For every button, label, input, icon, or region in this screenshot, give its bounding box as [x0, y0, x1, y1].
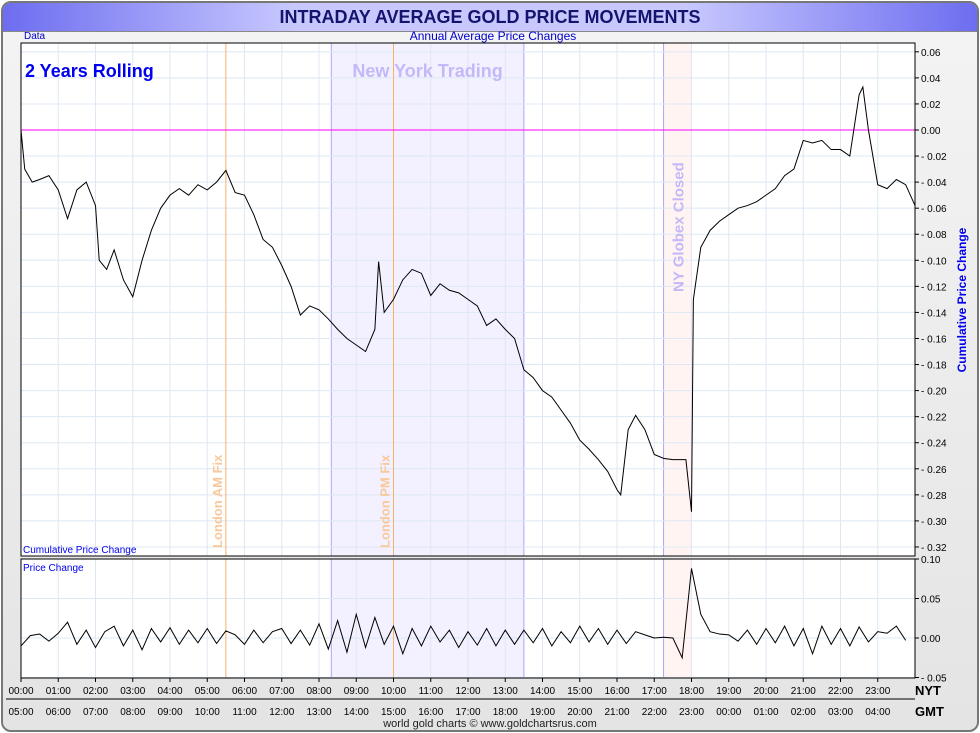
x-tick-label-gmt: 01:00: [753, 707, 778, 718]
x-tick-label-nyt: 07:00: [269, 686, 294, 697]
x-tick-label-nyt: 03:00: [120, 686, 145, 697]
y-tick-label: 0.10: [921, 555, 941, 566]
price-change-panel-label: Price Change: [23, 563, 84, 574]
x-tick-label-gmt: 11:00: [232, 707, 257, 718]
x-tick-label-nyt: 05:00: [195, 686, 220, 697]
y-tick-label: - 0.05: [921, 674, 947, 685]
x-tick-label-gmt: 15:00: [381, 707, 406, 718]
x-tick-label-gmt: 06:00: [46, 707, 71, 718]
x-tick-label-gmt: 21:00: [604, 707, 629, 718]
nyt-label: NYT: [915, 683, 941, 698]
y-tick-label: - 0.08: [921, 230, 947, 241]
cumulative-panel-border: [20, 42, 916, 557]
y-tick-label: 0.04: [921, 74, 941, 85]
y-tick-label: - 0.32: [921, 543, 947, 554]
y-tick-label: - 0.12: [921, 282, 947, 293]
x-tick-label-nyt: 14:00: [530, 686, 555, 697]
chart-subtitle: Annual Average Price Changes: [410, 29, 577, 43]
y-tick-label: - 0.14: [921, 308, 947, 319]
x-tick-label-nyt: 10:00: [381, 686, 406, 697]
y-tick-label: - 0.26: [921, 465, 947, 476]
x-tick-label-nyt: 02:00: [83, 686, 108, 697]
ny-trading-label: New York Trading: [352, 61, 502, 81]
y-tick-label: 0.00: [921, 126, 941, 137]
x-tick-label-nyt: 15:00: [567, 686, 592, 697]
y-axis-title: Cumulative Price Change: [955, 227, 969, 372]
x-tick-label-gmt: 13:00: [306, 707, 331, 718]
y-tick-label: - 0.28: [921, 491, 947, 502]
data-label: Data: [24, 31, 46, 42]
cumulative-panel-label: Cumulative Price Change: [23, 545, 137, 556]
x-tick-label-nyt: 04:00: [157, 686, 182, 697]
x-tick-label-nyt: 22:00: [828, 686, 853, 697]
x-tick-label-nyt: 01:00: [46, 686, 71, 697]
x-tick-label-nyt: 09:00: [344, 686, 369, 697]
x-tick-label-gmt: 07:00: [83, 707, 108, 718]
y-tick-label: - 0.18: [921, 361, 947, 372]
y-tick-label: - 0.04: [921, 178, 947, 189]
x-tick-label-gmt: 18:00: [493, 707, 518, 718]
x-tick-label-gmt: 22:00: [642, 707, 667, 718]
x-tick-label-nyt: 12:00: [455, 686, 480, 697]
price-change-line: [20, 568, 907, 660]
x-tick-label-gmt: 10:00: [195, 707, 220, 718]
x-tick-label-gmt: 03:00: [828, 707, 853, 718]
y-tick-label: - 0.02: [921, 152, 947, 163]
x-tick-label-gmt: 16:00: [418, 707, 443, 718]
y-tick-label: 0.00: [921, 634, 941, 645]
y-tick-label: - 0.22: [921, 413, 947, 424]
y-tick-label: - 0.06: [921, 204, 947, 215]
cumulative-price-line: [20, 85, 916, 512]
y-tick-label: 0.05: [921, 595, 941, 606]
y-tick-label: - 0.20: [921, 387, 947, 398]
x-tick-label-gmt: 17:00: [455, 707, 480, 718]
band-0: [331, 43, 524, 556]
x-tick-label-gmt: 04:00: [865, 707, 890, 718]
band-1: [663, 43, 692, 556]
x-tick-label-gmt: 23:00: [679, 707, 704, 718]
x-tick-label-gmt: 00:00: [716, 707, 741, 718]
y-tick-label: - 0.16: [921, 334, 947, 345]
x-tick-label-nyt: 06:00: [232, 686, 257, 697]
x-tick-label-gmt: 19:00: [530, 707, 555, 718]
x-tick-label-nyt: 13:00: [493, 686, 518, 697]
x-tick-label-gmt: 09:00: [157, 707, 182, 718]
x-tick-label-nyt: 23:00: [865, 686, 890, 697]
band-1: [663, 559, 692, 678]
fix-label: London PM Fix: [378, 454, 393, 548]
x-tick-label-nyt: 16:00: [604, 686, 629, 697]
y-tick-label: - 0.30: [921, 517, 947, 528]
band-0: [331, 559, 524, 678]
x-tick-label-nyt: 08:00: [306, 686, 331, 697]
x-tick-label-nyt: 11:00: [419, 686, 444, 697]
gmt-label: GMT: [915, 704, 944, 719]
x-tick-label-nyt: 17:00: [642, 686, 667, 697]
x-tick-label-nyt: 00:00: [8, 686, 33, 697]
x-tick-label-nyt: 20:00: [753, 686, 778, 697]
x-tick-label-gmt: 05:00: [8, 707, 33, 718]
x-tick-label-nyt: 21:00: [791, 686, 816, 697]
x-tick-label-gmt: 12:00: [269, 707, 294, 718]
x-tick-label-gmt: 08:00: [120, 707, 145, 718]
y-tick-label: 0.06: [921, 48, 941, 59]
x-tick-label-nyt: 19:00: [716, 686, 741, 697]
globex-closed-label: NY Globex Closed: [671, 162, 688, 292]
y-tick-label: 0.02: [921, 100, 941, 111]
x-tick-label-gmt: 14:00: [344, 707, 369, 718]
rolling-period-label: 2 Years Rolling: [25, 61, 154, 81]
y-tick-label: - 0.10: [921, 256, 947, 267]
fix-label: London AM Fix: [210, 454, 225, 548]
y-tick-label: - 0.24: [921, 439, 947, 450]
footer-credit: world gold charts © www.goldchartsrus.co…: [382, 718, 597, 730]
x-tick-label-gmt: 20:00: [567, 707, 592, 718]
chart-title: INTRADAY AVERAGE GOLD PRICE MOVEMENTS: [3, 3, 977, 32]
x-tick-label-nyt: 18:00: [679, 686, 704, 697]
x-tick-label-gmt: 02:00: [791, 707, 816, 718]
